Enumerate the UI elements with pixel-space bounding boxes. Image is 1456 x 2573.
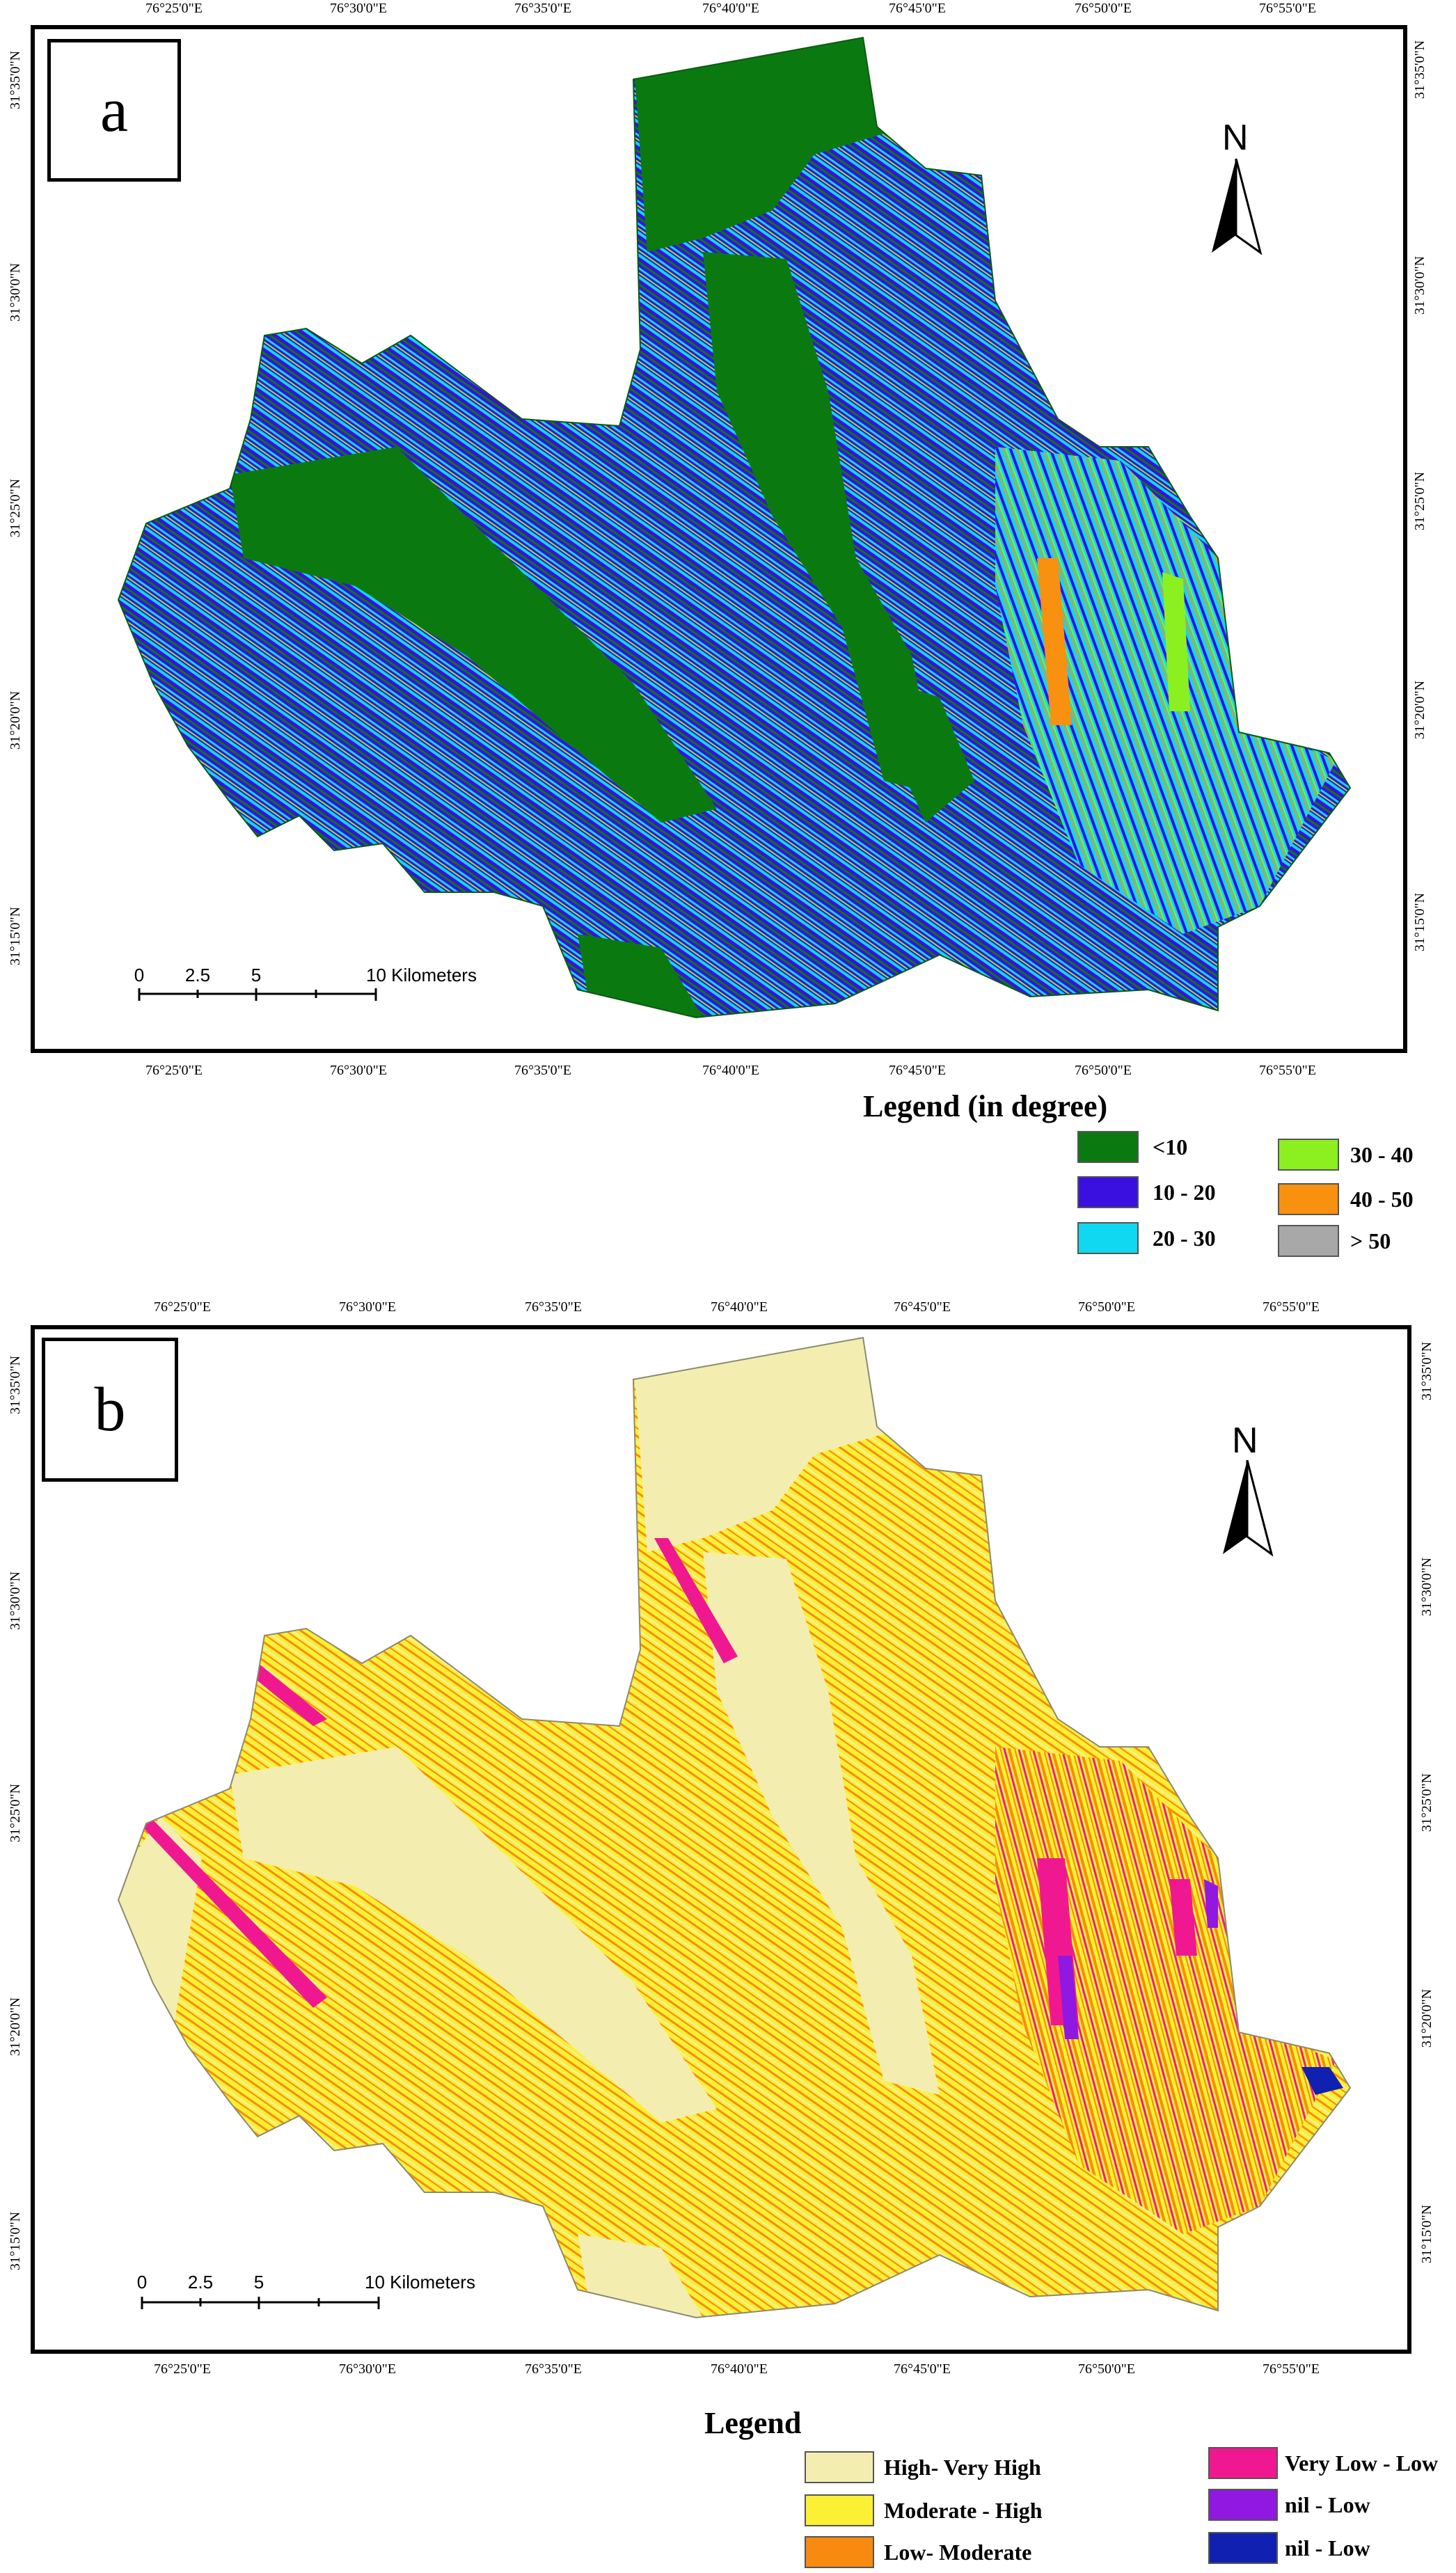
lat-tick-right: 31°25'0"N xyxy=(1419,1773,1434,1832)
lon-tick-top: 76°30'0"E xyxy=(339,1299,396,1315)
lon-tick-bottom: 76°55'0"E xyxy=(1259,1063,1316,1078)
lat-tick-left: 31°15'0"N xyxy=(8,906,23,966)
lat-tick-left: 31°30'0"N xyxy=(8,262,23,322)
lon-tick-bottom: 76°55'0"E xyxy=(1263,2361,1320,2377)
legend-swatch xyxy=(1208,2532,1278,2564)
legend-label: 10 - 20 xyxy=(1153,1180,1216,1205)
lat-tick-right: 31°30'0"N xyxy=(1412,255,1427,315)
lat-tick-left: 31°20'0"N xyxy=(8,1997,23,2057)
legend-swatch xyxy=(1278,1183,1339,1215)
lon-tick-top: 76°30'0"E xyxy=(330,1,387,16)
legend-label: <10 xyxy=(1153,1134,1188,1159)
legend-swatch xyxy=(1208,2489,1278,2521)
lon-tick-top: 76°55'0"E xyxy=(1263,1299,1320,1315)
north-label-a: N xyxy=(1222,118,1249,158)
lat-tick-left: 31°20'0"N xyxy=(8,690,23,750)
legend-label: nil - Low xyxy=(1285,2492,1370,2517)
lat-tick-right: 31°35'0"N xyxy=(1419,1341,1434,1401)
legend-swatch xyxy=(1208,2447,1278,2479)
lon-tick-bottom: 76°25'0"E xyxy=(145,1063,203,1078)
legend-swatch xyxy=(1077,1176,1139,1208)
legend-swatch xyxy=(1077,1222,1139,1254)
lon-tick-top: 76°45'0"E xyxy=(894,1299,951,1315)
lon-tick-bottom: 76°40'0"E xyxy=(702,1063,759,1078)
lon-tick-bottom: 76°50'0"E xyxy=(1075,1063,1132,1078)
legend-swatch xyxy=(1278,1225,1339,1257)
lon-tick-top: 76°40'0"E xyxy=(702,1,759,16)
north-label-b: N xyxy=(1232,1420,1258,1461)
legend-label: > 50 xyxy=(1350,1228,1391,1253)
scale-label: 2.5 xyxy=(184,965,211,985)
lat-tick-right: 31°15'0"N xyxy=(1419,2204,1434,2264)
scale-label: 5 xyxy=(253,2272,264,2293)
scale-bar-b xyxy=(141,2297,380,2309)
legend-swatch xyxy=(1278,1139,1339,1171)
legend-label: Low- Moderate xyxy=(884,2540,1032,2565)
legend-label: 30 - 40 xyxy=(1350,1142,1414,1167)
lon-tick-top: 76°35'0"E xyxy=(514,1,571,16)
legend-label: High- Very High xyxy=(884,2455,1041,2480)
lon-tick-bottom: 76°50'0"E xyxy=(1078,2361,1135,2377)
lat-tick-left: 31°35'0"N xyxy=(8,1355,23,1415)
scale-unit: 10 Kilometers xyxy=(366,965,477,985)
lat-tick-right: 31°20'0"N xyxy=(1419,1988,1434,2048)
legend-swatch xyxy=(1077,1131,1139,1163)
north-arrow-icon xyxy=(1212,159,1263,255)
lon-tick-bottom: 76°35'0"E xyxy=(525,2361,582,2377)
lon-tick-top: 76°50'0"E xyxy=(1075,1,1132,16)
lat-tick-right: 31°25'0"N xyxy=(1412,471,1427,531)
lon-tick-top: 76°35'0"E xyxy=(525,1299,582,1315)
lon-tick-bottom: 76°30'0"E xyxy=(339,2361,396,2377)
scale-label: 2.5 xyxy=(187,2272,214,2293)
north-arrow-icon xyxy=(1223,1460,1274,1557)
lon-tick-top: 76°25'0"E xyxy=(154,1299,211,1315)
lon-tick-bottom: 76°30'0"E xyxy=(330,1063,387,1078)
legend-label: Moderate - High xyxy=(884,2498,1043,2523)
scale-label: 5 xyxy=(251,965,262,985)
lon-tick-top: 76°45'0"E xyxy=(889,1,946,16)
lon-tick-top: 76°25'0"E xyxy=(145,1,203,16)
scale-label: 0 xyxy=(134,965,145,985)
panel-label-a: a xyxy=(47,39,181,182)
lat-tick-left: 31°25'0"N xyxy=(8,1783,23,1843)
lon-tick-top: 76°55'0"E xyxy=(1259,1,1316,16)
lat-tick-right: 31°30'0"N xyxy=(1419,1557,1434,1617)
scale-unit: 10 Kilometers xyxy=(365,2272,475,2293)
lat-tick-right: 31°20'0"N xyxy=(1412,680,1427,740)
legend-title-a: Legend (in degree) xyxy=(863,1089,1108,1123)
lat-tick-right: 31°35'0"N xyxy=(1412,40,1427,100)
lat-tick-left: 31°15'0"N xyxy=(8,2211,23,2271)
legend-title-b: Legend xyxy=(704,2406,802,2440)
legend-swatch xyxy=(805,2451,874,2483)
lat-tick-left: 31°25'0"N xyxy=(8,478,23,538)
lon-tick-bottom: 76°45'0"E xyxy=(889,1063,946,1078)
lon-tick-bottom: 76°40'0"E xyxy=(711,2361,768,2377)
lon-tick-top: 76°40'0"E xyxy=(711,1299,768,1315)
lon-tick-bottom: 76°25'0"E xyxy=(154,2361,211,2377)
legend-swatch xyxy=(805,2494,874,2526)
legend-label: Very Low - Low xyxy=(1285,2451,1439,2476)
lat-tick-right: 31°15'0"N xyxy=(1412,892,1427,952)
legend-swatch xyxy=(805,2536,874,2568)
lon-tick-bottom: 76°45'0"E xyxy=(894,2361,951,2377)
susceptibility-map-b xyxy=(117,1336,1352,2319)
legend-label: 40 - 50 xyxy=(1350,1187,1414,1212)
scale-bar-a xyxy=(138,988,377,1001)
lon-tick-top: 76°50'0"E xyxy=(1078,1299,1135,1315)
scale-label: 0 xyxy=(136,2272,148,2293)
lat-tick-left: 31°35'0"N xyxy=(8,50,23,110)
panel-label-b: b xyxy=(42,1338,178,1482)
slope-map-a xyxy=(117,36,1352,1019)
legend-label: nil - Low xyxy=(1285,2535,1370,2560)
lat-tick-left: 31°30'0"N xyxy=(8,1571,23,1631)
legend-label: 20 - 30 xyxy=(1153,1226,1216,1251)
lon-tick-bottom: 76°35'0"E xyxy=(514,1063,571,1078)
